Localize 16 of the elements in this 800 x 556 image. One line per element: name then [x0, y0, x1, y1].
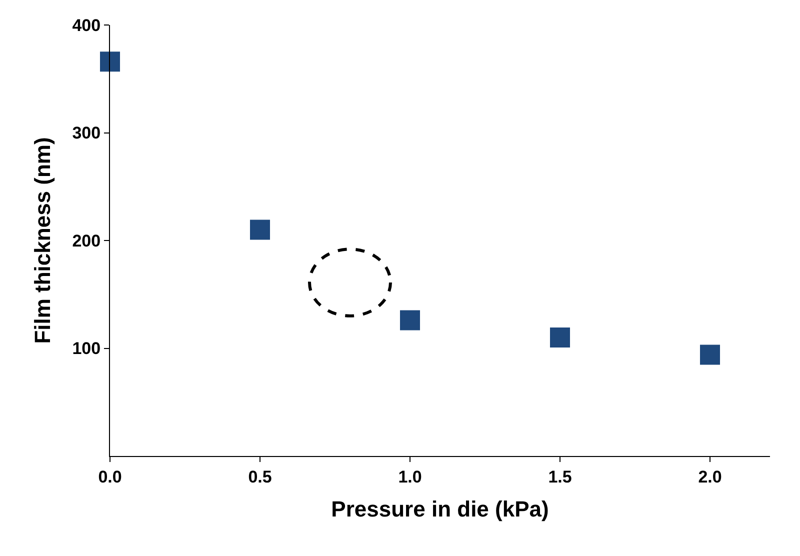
x-tick-label: 1.0 [398, 467, 422, 486]
x-tick-label: 2.0 [698, 467, 722, 486]
x-axis-title: Pressure in die (kPa) [331, 496, 549, 522]
y-tick-label: 100 [72, 339, 101, 358]
point [100, 52, 120, 72]
y-axis-title: Film thickness (nm) [30, 137, 56, 344]
x-tick-label: 0.0 [98, 467, 122, 486]
x-tick-label: 1.5 [548, 467, 572, 486]
y-tick-label: 400 [72, 16, 101, 35]
x-tick-label: 0.5 [248, 467, 272, 486]
point [550, 327, 570, 348]
point [250, 220, 270, 240]
y-tick-label: 200 [72, 231, 101, 250]
y-tick-label: 300 [72, 124, 101, 143]
point [700, 344, 720, 365]
point [400, 310, 420, 330]
